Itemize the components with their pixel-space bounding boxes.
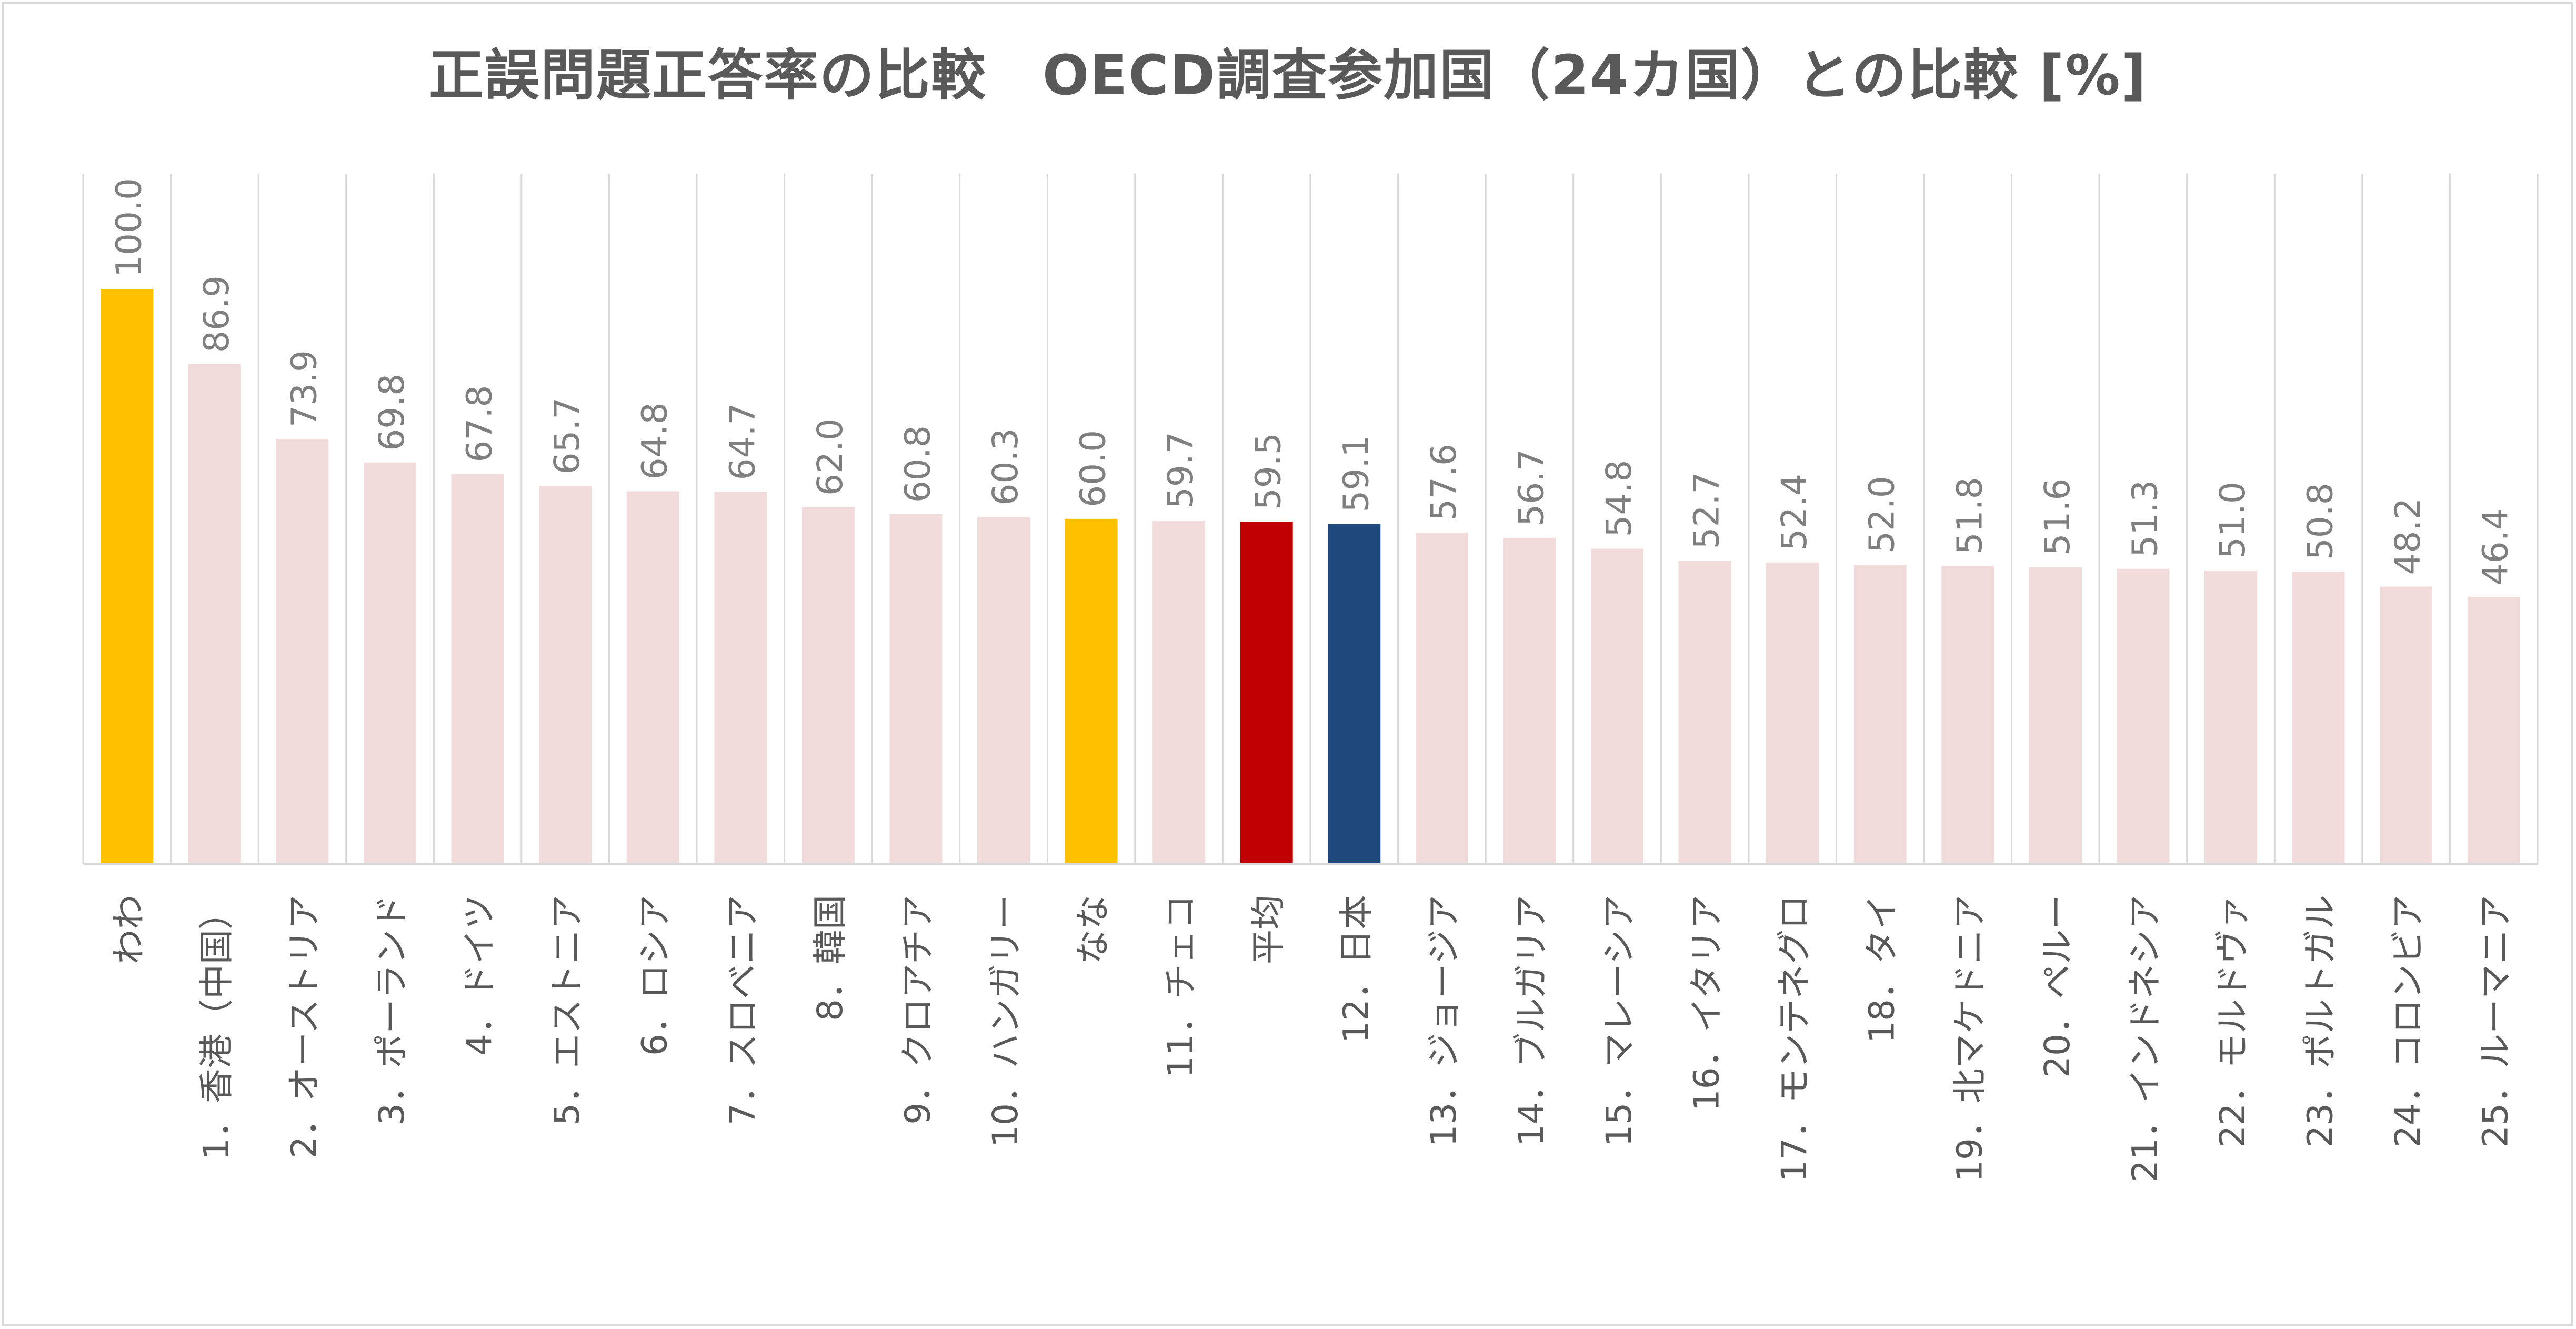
value-label: 100.0 [108, 178, 149, 277]
category-label: 23．ポルトガル [2300, 895, 2341, 1147]
bar-17 [1503, 537, 1556, 864]
category-label: 14．ブルガリア [1511, 895, 1551, 1146]
category-label: 4．ドイツ [459, 895, 500, 1056]
value-label: 50.8 [2300, 483, 2341, 560]
value-labels: 100.0 86.9 73.9 69.8 67.8 65.7 64.8 64.7 62.0 60.… [108, 178, 2515, 585]
category-label: 25．ルーマニア [2475, 895, 2516, 1147]
value-label: 54.8 [1599, 460, 1639, 537]
value-label: 64.7 [722, 403, 763, 481]
category-label: なな [1073, 895, 1114, 964]
value-label: 64.8 [635, 402, 675, 479]
bar-3 [276, 439, 329, 864]
value-label: 59.5 [1248, 433, 1289, 510]
category-label: 17．モンテネグロ [1774, 895, 1815, 1182]
bar-1 [101, 289, 154, 864]
bar-14 [1240, 522, 1293, 864]
bar-8 [714, 492, 767, 864]
chart-title: 正誤問題正答率の比較 OECD調査参加国（24カ国）との比較 [%] [428, 43, 2148, 107]
value-label: 62.0 [810, 418, 850, 496]
bar-6 [539, 486, 592, 864]
bar-23 [2029, 567, 2082, 864]
bar-25 [2204, 571, 2257, 864]
bar-19 [1678, 561, 1731, 864]
category-label: 5．エストニア [547, 895, 587, 1125]
bars [101, 289, 2520, 864]
value-label: 51.3 [2124, 480, 2165, 557]
bar-16 [1415, 533, 1468, 864]
bar-20 [1766, 562, 1819, 864]
value-label: 60.3 [985, 428, 1026, 506]
category-label: 24．コロンビア [2388, 895, 2428, 1147]
gridlines [82, 174, 2539, 864]
category-label: 15．マレーシア [1599, 895, 1639, 1147]
category-label: 10．ハンガリー [985, 895, 1026, 1147]
category-label: 7．スロベニア [722, 895, 763, 1125]
value-label: 51.8 [1949, 477, 1990, 554]
value-label: 52.7 [1687, 472, 1727, 549]
value-label: 65.7 [547, 397, 587, 475]
value-label: 51.6 [2037, 478, 2078, 556]
bar-13 [1152, 521, 1206, 864]
value-label: 73.9 [284, 350, 324, 427]
category-label: 16．イタリア [1687, 895, 1727, 1111]
bar-26 [2292, 572, 2345, 864]
bar-15 [1328, 524, 1381, 864]
category-labels: わわ 1．香港（中国） 2．オーストリア 3．ポーランド 4．ドイツ 5．エストニア 6．ロ… [108, 895, 2515, 1182]
category-label: 9．クロアチア [897, 895, 938, 1125]
bar-22 [1941, 566, 1994, 864]
category-label: 3．ポーランド [372, 895, 412, 1125]
value-label: 56.7 [1511, 449, 1551, 526]
category-label: 20．ペルー [2037, 895, 2078, 1078]
category-label: わわ [108, 895, 149, 964]
bar-11 [977, 517, 1030, 864]
value-label: 69.8 [372, 374, 412, 451]
category-label: 21．インドネシア [2124, 895, 2165, 1182]
bar-7 [626, 491, 679, 864]
category-label: 11．チェコ [1160, 895, 1201, 1078]
value-label: 59.7 [1160, 432, 1201, 509]
value-label: 48.2 [2388, 498, 2428, 575]
bar-12 [1065, 518, 1118, 864]
value-label: 86.9 [196, 275, 237, 353]
bar-24 [2117, 568, 2170, 864]
bar-18 [1591, 548, 1643, 864]
bar-5 [451, 474, 504, 864]
bar-4 [364, 462, 416, 864]
value-label: 52.0 [1862, 476, 1902, 553]
category-label: 2．オーストリア [284, 895, 324, 1158]
value-label: 51.0 [2212, 482, 2253, 559]
bar-2 [188, 364, 241, 864]
bar-21 [1853, 565, 1907, 864]
category-label: 平均 [1248, 895, 1289, 964]
bar-27 [2380, 586, 2433, 864]
value-label: 57.6 [1424, 444, 1464, 521]
category-label: 12．日本 [1336, 895, 1376, 1043]
value-label: 67.8 [459, 385, 500, 463]
bar-10 [889, 514, 943, 864]
category-label: 1．香港（中国） [196, 895, 237, 1160]
category-label: 6．ロシア [635, 895, 675, 1056]
bar-28 [2467, 597, 2520, 864]
category-label: 8．韓国 [810, 895, 850, 1021]
category-label: 18．タイ [1862, 895, 1902, 1043]
value-label: 46.4 [2475, 508, 2516, 585]
category-label: 13．ジョージア [1424, 895, 1464, 1147]
bar-9 [801, 507, 855, 864]
category-label: 19．北マケドニア [1949, 895, 1990, 1182]
value-label: 52.4 [1774, 474, 1815, 551]
category-label: 22．モルドヴァ [2212, 895, 2253, 1147]
value-label: 60.0 [1073, 430, 1114, 507]
value-label: 59.1 [1336, 435, 1376, 513]
value-label: 60.8 [897, 425, 938, 503]
